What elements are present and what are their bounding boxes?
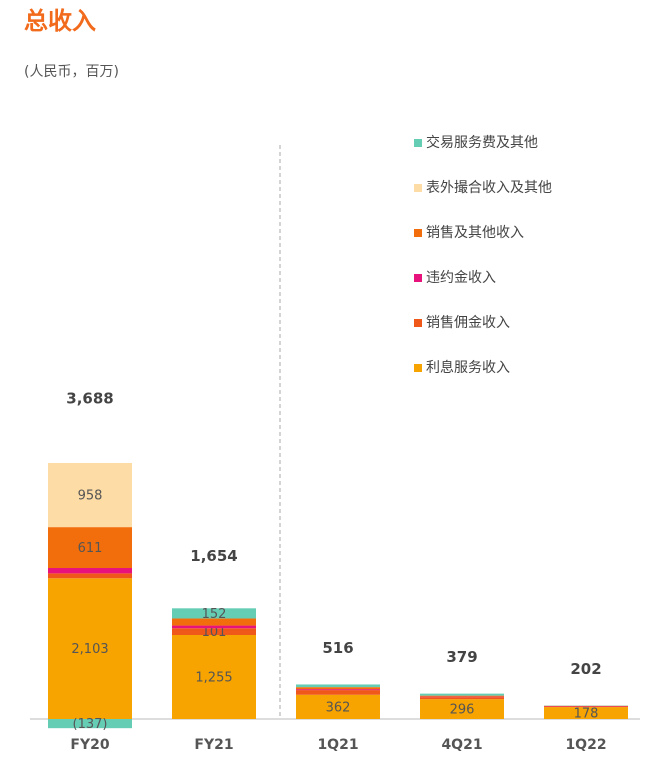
x-tick-label: 4Q21 [441,737,482,753]
bar-segment [48,463,132,528]
bar-segment [420,695,504,697]
legend-swatch [414,139,422,147]
legend-swatch [414,364,422,372]
bar-segment [296,684,380,688]
total-label: 516 [322,639,353,657]
x-tick-label: FY21 [194,737,233,753]
total-label: 3,688 [66,390,113,408]
data-label: 958 [78,489,103,504]
bar-segment [48,527,132,569]
legend-label: 销售佣金收入 [426,315,510,331]
bar-segment [296,694,380,719]
bar-segment [420,693,504,696]
data-label: (137) [73,717,108,732]
bar-segment [48,719,132,729]
bar-segment [172,628,256,636]
legend-label: 利息服务收入 [426,359,510,376]
chart-title: 总收入 [24,7,96,35]
bar-segment [296,689,380,691]
chart-subtitle: (人民币，百万) [24,64,119,80]
legend-swatch [414,184,422,192]
bar-segment [172,618,256,626]
bar-segment [420,699,504,719]
bar-segment [420,696,504,698]
bar-segment [172,635,256,719]
legend-label: 表外撮合收入及其他 [426,179,552,196]
total-label: 1,654 [190,547,237,565]
bar-segment [48,573,132,579]
legend-label: 违约金收入 [426,270,496,286]
bar-segment [420,697,504,700]
legend-label: 销售及其他收入 [426,225,524,241]
bar-segment [48,578,132,719]
data-label: 362 [326,700,351,715]
data-label: 178 [574,707,599,722]
bar-segment [296,687,380,690]
legend-swatch [414,229,422,237]
total-label: 202 [570,660,601,678]
bar-segment [296,690,380,695]
data-label: 2,103 [71,642,108,657]
x-tick-label: 1Q21 [317,737,358,753]
data-label: 152 [202,607,227,622]
bar-segment [172,625,256,629]
bar-segment [544,706,628,708]
legend-label: 交易服务费及其他 [426,134,538,151]
total-label: 379 [446,648,477,666]
data-label: 101 [202,625,227,640]
legend-swatch [414,319,422,327]
bar-segment [48,568,132,574]
data-label: 611 [78,541,103,556]
data-label: 296 [450,703,475,718]
x-tick-label: 1Q22 [565,737,606,753]
bar-segment [172,608,256,619]
data-label: 1,255 [195,671,232,686]
x-tick-label: FY20 [70,737,109,753]
bar-segment [544,707,628,719]
legend-swatch [414,274,422,282]
